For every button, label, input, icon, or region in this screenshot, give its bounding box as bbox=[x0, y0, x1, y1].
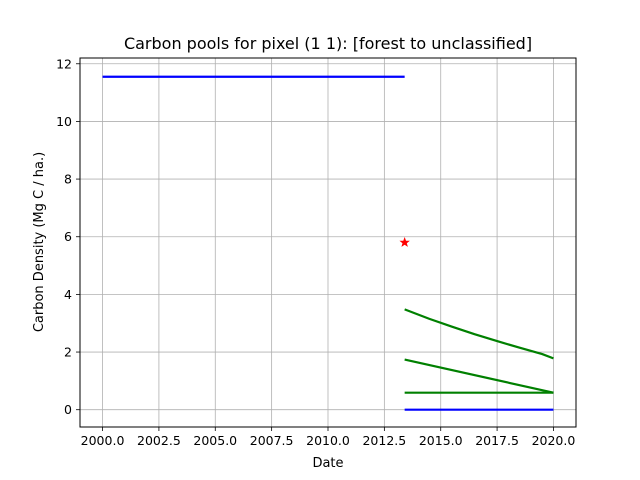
x-tick-label: 2010.0 bbox=[306, 433, 350, 448]
x-tick-label: 2012.5 bbox=[362, 433, 406, 448]
marker-layer bbox=[399, 237, 410, 247]
x-tick-label: 2020.0 bbox=[532, 433, 576, 448]
y-tick-label: 4 bbox=[64, 287, 72, 302]
star-marker-0 bbox=[399, 237, 410, 247]
y-tick-label: 6 bbox=[64, 229, 72, 244]
series-line-2 bbox=[404, 308, 554, 360]
x-axis-ticks: 2000.0 2002.5 2005.0 2007.5 2010.0 2012.5 2015… bbox=[81, 427, 576, 448]
x-tick-label: 2007.5 bbox=[250, 433, 294, 448]
y-axis-ticks: 0 2 4 6 8 10 12 bbox=[56, 56, 80, 417]
x-tick-label: 2005.0 bbox=[193, 433, 237, 448]
x-tick-label: 2000.0 bbox=[81, 433, 125, 448]
series-line-3 bbox=[404, 358, 554, 394]
series-layer bbox=[102, 75, 554, 411]
y-tick-label: 12 bbox=[56, 56, 72, 71]
y-tick-label: 10 bbox=[56, 114, 72, 129]
x-tick-label: 2017.5 bbox=[475, 433, 519, 448]
x-tick-label: 2002.5 bbox=[137, 433, 181, 448]
x-axis-label: Date bbox=[312, 456, 343, 471]
y-tick-label: 0 bbox=[64, 402, 72, 417]
y-tick-label: 8 bbox=[64, 172, 72, 187]
y-axis-label: Carbon Density (Mg C / ha.) bbox=[32, 152, 47, 332]
grid-layer bbox=[80, 58, 576, 427]
chart-title: Carbon pools for pixel (1 1): [forest to… bbox=[124, 34, 532, 53]
x-tick-label: 2015.0 bbox=[419, 433, 463, 448]
y-tick-label: 2 bbox=[64, 345, 72, 360]
